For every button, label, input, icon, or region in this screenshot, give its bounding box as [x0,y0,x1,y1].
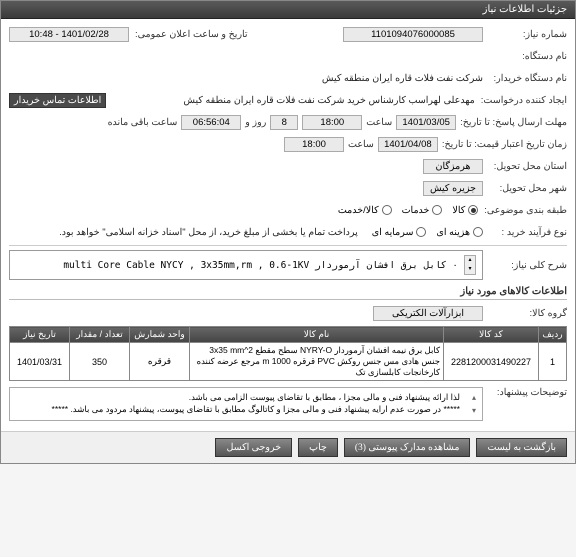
radio-hazine-label: هزینه ای [436,227,470,238]
excel-button[interactable]: خروجی اکسل [215,438,292,457]
footer-buttons: بازگشت به لیست مشاهده مدارک پیوستی (3) چ… [1,431,575,463]
row-dastgah: نام دستگاه: [9,47,567,65]
pardakht-note: پرداخت تمام یا بخشی از مبلغ خرید، از محل… [59,227,358,238]
print-button[interactable]: چاپ [298,438,338,457]
mohlat-date: 1401/03/05 [396,115,456,130]
radio-dot-icon [473,227,483,237]
row-shomare: شماره نیاز: 1101094076000085 تاریخ و ساع… [9,25,567,43]
row-farayand: نوع فرآیند خرید : هزینه ای سرمایه ای پرد… [9,223,567,241]
farayand-radios: هزینه ای سرمایه ای [372,227,483,238]
saat-label-1: ساعت [366,117,392,128]
cell-tedad: 350 [70,343,130,381]
tozih-box: ▴ ▾ لذا ارائه پیشنهاد فنی و مالی مجزا ، … [9,387,483,421]
radio-kala-khadamat-label: کالا/خدمت [338,205,379,216]
th-code: کد کالا [444,327,539,343]
sharh-box: ▴▾ ۰ کابل برق افشان آرموردار multi Core … [9,250,483,280]
cell-name: کابل برق نیمه افشان آرموردار NYRY-O سطح … [190,343,444,381]
radio-dot-icon [432,205,442,215]
ijad-value: مهدعلی لهراسب کارشناس خرید شرکت نفت فلات… [112,95,475,106]
th-name: نام کالا [190,327,444,343]
tabaghe-label: طبقه بندی موضوعی: [484,205,567,216]
etebar-label: زمان تاریخ اعتبار قیمت: تا تاریخ: [442,139,567,150]
radio-dot-icon [382,205,392,215]
cell-tarikh: 1401/03/31 [10,343,70,381]
shomare-niaz-value: 1101094076000085 [343,27,483,42]
sharh-label: شرح کلی نیاز: [489,260,567,271]
details-panel: جزئیات اطلاعات نیاز شماره نیاز: 11010940… [0,0,576,464]
tozih-text: لذا ارائه پیشنهاد فنی و مالی مجزا ، مطاب… [16,392,460,416]
radio-hazine[interactable]: هزینه ای [436,227,483,238]
table-row[interactable]: 1 2281200031490227 کابل برق نیمه افشان آ… [10,343,567,381]
dastgah-label: نام دستگاه: [489,51,567,62]
radio-khadamat[interactable]: خدمات [402,205,443,216]
row-tozih: توضیحات پیشنهاد: ▴ ▾ لذا ارائه پیشنهاد ف… [9,387,567,421]
tozih-label: توضیحات پیشنهاد: [489,387,567,398]
ostan-value: هرمزگان [423,159,483,174]
th-tedad: تعداد / مقدار [70,327,130,343]
spinner-control[interactable]: ▴▾ [464,255,476,275]
shahr-label: شهر محل تحویل: [489,183,567,194]
tarikh-elan-label: تاریخ و ساعت اعلان عمومی: [135,29,248,40]
radio-dot-icon [468,205,478,215]
rooz-label: روز و [245,117,266,128]
row-tabaghe: طبقه بندی موضوعی: کالا خدمات کالا/خدمت [9,201,567,219]
row-sharh: شرح کلی نیاز: ▴▾ ۰ کابل برق افشان آرمورد… [9,250,567,280]
shomare-niaz-label: شماره نیاز: [489,29,567,40]
kala-table: ردیف کد کالا نام کالا واحد شمارش تعداد /… [9,326,567,381]
th-vahed: واحد شمارش [130,327,190,343]
etebar-date: 1401/04/08 [378,137,438,152]
separator [9,245,567,246]
tarikh-elan-value: 1401/02/28 - 10:48 [9,27,129,42]
chevron-up-icon: ▴ [465,256,475,265]
th-radif: ردیف [539,327,567,343]
radio-dot-icon [416,227,426,237]
mohlat-time: 18:00 [302,115,362,130]
row-ijad: ایجاد کننده درخواست: مهدعلی لهراسب کارشن… [9,91,567,109]
attachments-button[interactable]: مشاهده مدارک پیوستی (3) [344,438,471,457]
baghi-label: ساعت باقی مانده [108,117,178,128]
panel-title: جزئیات اطلاعات نیاز [1,1,575,19]
chevron-down-icon: ▾ [465,265,475,274]
sharh-text: ۰ کابل برق افشان آرموردار multi Core Cab… [16,260,458,271]
ostan-label: استان محل تحویل: [489,161,567,172]
farayand-label: نوع فرآیند خرید : [489,227,567,238]
kala-section-title: اطلاعات کالاهای مورد نیاز [9,286,567,300]
group-label: گروه کالا: [489,308,567,319]
radio-kala-label: کالا [452,205,465,216]
contact-button[interactable]: اطلاعات تماس خریدار [9,93,106,108]
rooz-value: 8 [270,115,298,130]
radio-sarmaye-label: سرمایه ای [372,227,414,238]
countdown-value: 06:56:04 [181,115,241,130]
saat-label-2: ساعت [348,139,374,150]
back-button[interactable]: بازگشت به لیست [476,438,567,457]
kharidar-value: شرکت نفت فلات قاره ایران منطقه کیش [322,73,483,84]
mohlat-label: مهلت ارسال پاسخ: تا تاریخ: [460,117,567,128]
chevron-down-icon: ▾ [464,405,476,416]
radio-kala-khadamat[interactable]: کالا/خدمت [338,205,392,216]
kharidar-label: نام دستگاه خریدار: [489,73,567,84]
row-ostan: استان محل تحویل: هرمزگان [9,157,567,175]
shahr-value: جزیره کیش [423,181,483,196]
row-shahr: شهر محل تحویل: جزیره کیش [9,179,567,197]
radio-kala[interactable]: کالا [452,205,478,216]
ijad-label: ایجاد کننده درخواست: [481,95,567,106]
table-header-row: ردیف کد کالا نام کالا واحد شمارش تعداد /… [10,327,567,343]
th-tarikh: تاریخ نیاز [10,327,70,343]
cell-radif: 1 [539,343,567,381]
chevron-up-icon: ▴ [464,392,476,403]
row-kharidar: نام دستگاه خریدار: شرکت نفت فلات قاره ای… [9,69,567,87]
cell-vahed: قرقره [130,343,190,381]
row-etebar: زمان تاریخ اعتبار قیمت: تا تاریخ: 1401/0… [9,135,567,153]
panel-body: شماره نیاز: 1101094076000085 تاریخ و ساع… [1,19,575,431]
cell-code: 2281200031490227 [444,343,539,381]
group-value: ابزارآلات الکتریکی [373,306,483,321]
radio-khadamat-label: خدمات [402,205,430,216]
note-scrollbar[interactable]: ▴ ▾ [464,392,476,416]
radio-sarmaye[interactable]: سرمایه ای [372,227,427,238]
etebar-time: 18:00 [284,137,344,152]
row-mohlat: مهلت ارسال پاسخ: تا تاریخ: 1401/03/05 سا… [9,113,567,131]
tabaghe-radios: کالا خدمات کالا/خدمت [338,205,478,216]
row-group: گروه کالا: ابزارآلات الکتریکی [9,304,567,322]
